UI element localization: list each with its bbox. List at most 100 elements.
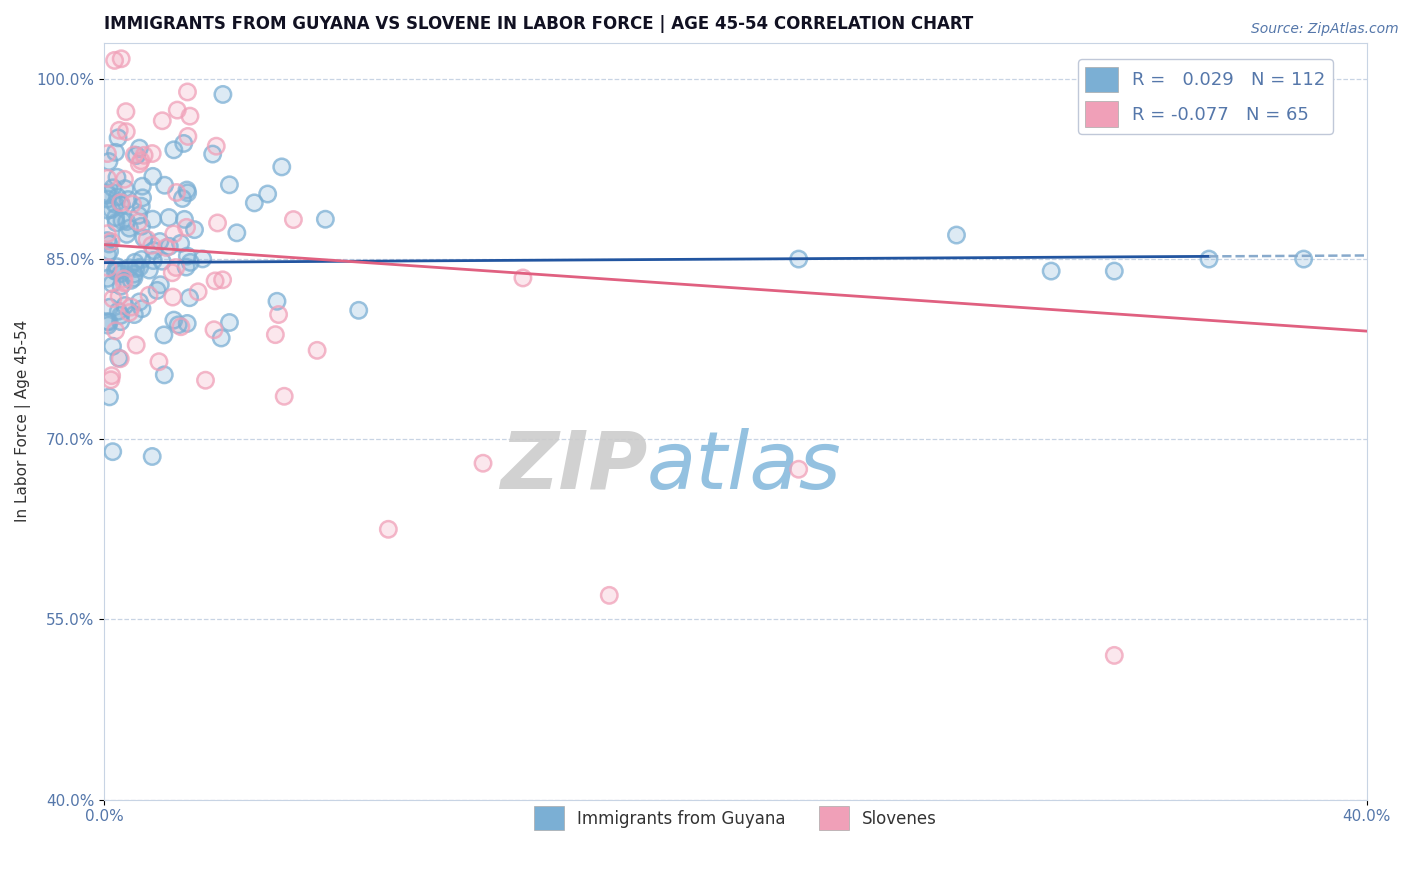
Point <box>201 147 224 161</box>
Point <box>141 450 163 464</box>
Point <box>101 339 124 353</box>
Point <box>150 254 173 268</box>
Point <box>131 179 153 194</box>
Point <box>377 522 399 536</box>
Point <box>225 226 247 240</box>
Point <box>124 255 146 269</box>
Point <box>148 355 170 369</box>
Point <box>179 255 201 269</box>
Point <box>243 195 266 210</box>
Point <box>136 232 159 246</box>
Point <box>1104 648 1126 663</box>
Point <box>163 227 186 241</box>
Point <box>141 238 163 252</box>
Point <box>134 148 156 162</box>
Point <box>114 172 136 186</box>
Point <box>202 323 225 337</box>
Point <box>157 239 180 253</box>
Point <box>170 319 193 334</box>
Point <box>100 235 122 249</box>
Point <box>110 267 132 281</box>
Point <box>96 234 118 248</box>
Point <box>179 109 201 123</box>
Point <box>105 260 128 274</box>
Point <box>176 249 198 263</box>
Point <box>107 304 129 318</box>
Point <box>125 148 148 162</box>
Point <box>104 324 127 338</box>
Point <box>162 290 184 304</box>
Point <box>945 228 967 243</box>
Point <box>153 368 176 382</box>
Point <box>118 305 141 319</box>
Point <box>131 301 153 316</box>
Point <box>1040 264 1063 278</box>
Point <box>598 588 620 602</box>
Point <box>128 141 150 155</box>
Point <box>101 292 124 306</box>
Text: ZIP: ZIP <box>499 427 647 506</box>
Point <box>267 308 290 322</box>
Point <box>131 219 153 234</box>
Point <box>105 170 128 185</box>
Point <box>103 54 125 68</box>
Point <box>134 148 156 162</box>
Point <box>110 351 132 366</box>
Point <box>270 160 292 174</box>
Point <box>149 277 172 292</box>
Point <box>107 190 129 204</box>
Point <box>97 260 120 275</box>
Point <box>191 252 214 266</box>
Point <box>105 216 128 230</box>
Point <box>96 187 118 202</box>
Point <box>173 212 195 227</box>
Point <box>167 318 190 332</box>
Point <box>166 103 188 117</box>
Point <box>207 216 229 230</box>
Point <box>155 240 177 254</box>
Point <box>115 125 138 139</box>
Point <box>787 462 810 476</box>
Point <box>111 213 134 227</box>
Point <box>166 103 188 117</box>
Point <box>118 305 141 319</box>
Point <box>157 211 180 225</box>
Point <box>125 338 148 352</box>
Point <box>256 187 278 202</box>
Point <box>97 154 120 169</box>
Point <box>225 226 247 240</box>
Point <box>121 197 143 211</box>
Point <box>273 389 295 403</box>
Point <box>472 456 495 470</box>
Point <box>131 219 153 234</box>
Point <box>128 208 150 222</box>
Point <box>512 271 534 285</box>
Point <box>101 444 124 458</box>
Point <box>96 186 118 200</box>
Point <box>209 331 232 345</box>
Point <box>173 136 195 151</box>
Point <box>173 136 195 151</box>
Point <box>141 146 163 161</box>
Point <box>107 351 129 365</box>
Point <box>101 181 124 195</box>
Point <box>1104 264 1126 278</box>
Point <box>104 264 127 278</box>
Point <box>142 253 165 268</box>
Point <box>98 244 121 259</box>
Point <box>270 160 292 174</box>
Point <box>110 315 132 329</box>
Point <box>205 139 228 153</box>
Point <box>163 313 186 327</box>
Point <box>172 192 194 206</box>
Point <box>101 181 124 195</box>
Point <box>141 238 163 252</box>
Point <box>176 317 198 331</box>
Point <box>104 211 127 225</box>
Point <box>162 266 184 280</box>
Point <box>97 260 120 275</box>
Point <box>104 324 127 338</box>
Point <box>131 252 153 267</box>
Point <box>264 327 287 342</box>
Point <box>128 215 150 229</box>
